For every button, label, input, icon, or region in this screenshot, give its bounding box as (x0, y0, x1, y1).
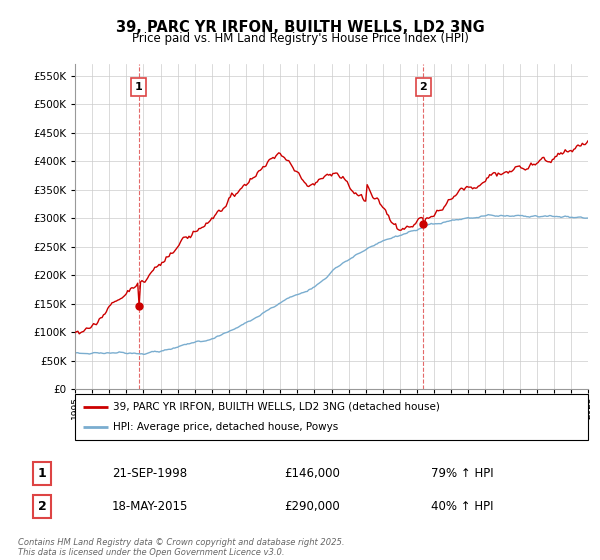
Text: 39, PARC YR IRFON, BUILTH WELLS, LD2 3NG: 39, PARC YR IRFON, BUILTH WELLS, LD2 3NG (116, 20, 484, 35)
Text: 21-SEP-1998: 21-SEP-1998 (112, 466, 188, 480)
Text: Price paid vs. HM Land Registry's House Price Index (HPI): Price paid vs. HM Land Registry's House … (131, 32, 469, 45)
Text: 39, PARC YR IRFON, BUILTH WELLS, LD2 3NG (detached house): 39, PARC YR IRFON, BUILTH WELLS, LD2 3NG… (113, 402, 440, 412)
Text: 40% ↑ HPI: 40% ↑ HPI (431, 500, 493, 514)
Text: 2: 2 (38, 500, 46, 514)
Text: 79% ↑ HPI: 79% ↑ HPI (431, 466, 493, 480)
Text: 1: 1 (135, 82, 142, 92)
Text: £146,000: £146,000 (284, 466, 340, 480)
Text: 2: 2 (419, 82, 427, 92)
Text: 1: 1 (38, 466, 46, 480)
Text: Contains HM Land Registry data © Crown copyright and database right 2025.
This d: Contains HM Land Registry data © Crown c… (18, 538, 344, 557)
Text: 18-MAY-2015: 18-MAY-2015 (112, 500, 188, 514)
Text: HPI: Average price, detached house, Powys: HPI: Average price, detached house, Powy… (113, 422, 339, 432)
Text: £290,000: £290,000 (284, 500, 340, 514)
